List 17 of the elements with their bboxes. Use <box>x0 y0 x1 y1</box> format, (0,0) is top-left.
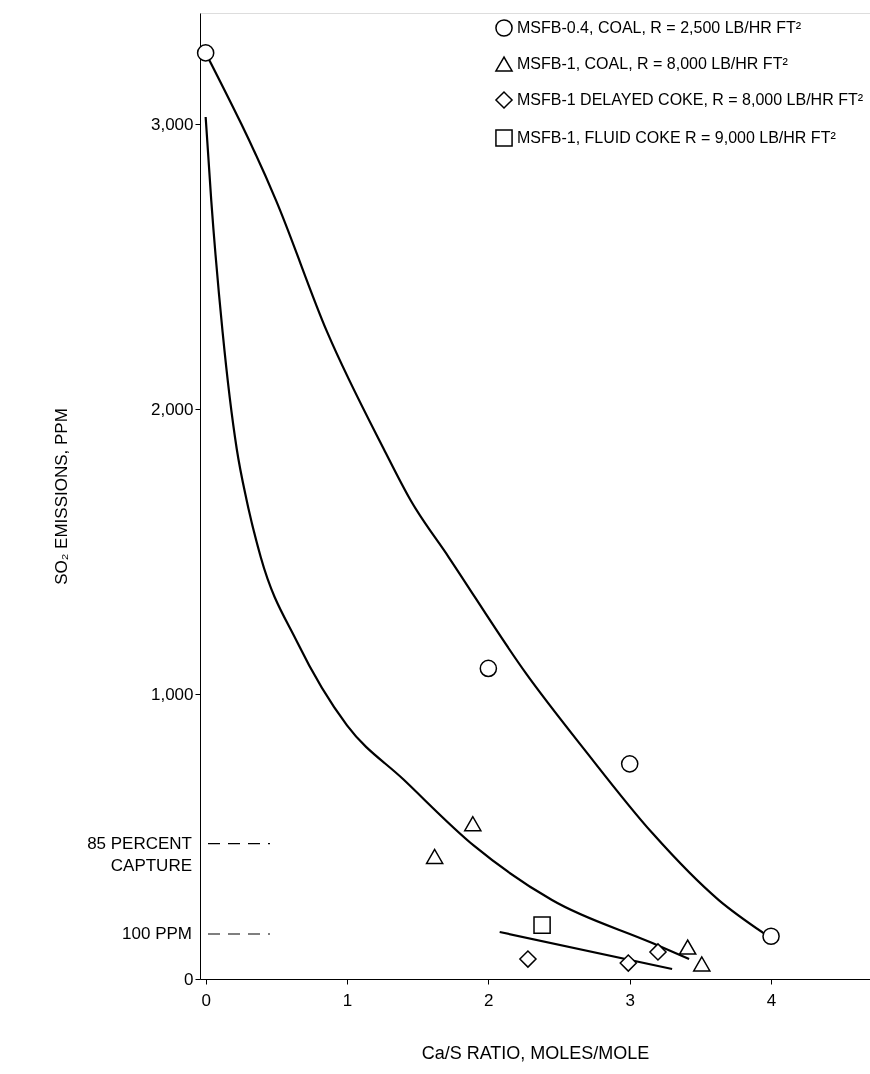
legend-label: MSFB-1, COAL, R = 8,000 LB/HR FT² <box>517 55 789 72</box>
y-tick-label: 1,000 <box>150 684 194 704</box>
y-tick-label: 3,000 <box>150 114 194 134</box>
y-tick-label: 0 <box>184 969 194 989</box>
y-tick-label: 2,000 <box>150 399 194 419</box>
legend-label: MSFB-0.4, COAL, R = 2,500 LB/HR FT² <box>517 19 802 36</box>
ref-line-label: 100 PPM <box>122 923 192 943</box>
legend-label: MSFB-1, FLUID COKE R = 9,000 LB/HR FT² <box>517 129 837 146</box>
legend-label: MSFB-1 DELAYED COKE, R = 8,000 LB/HR FT² <box>517 91 864 108</box>
x-tick-label: 3 <box>625 990 635 1010</box>
x-tick-label: 2 <box>484 990 494 1010</box>
x-axis-title: Ca/S RATIO, MOLES/MOLE <box>421 1042 650 1063</box>
x-tick-label: 4 <box>766 990 777 1010</box>
ref-line-label: 85 PERCENT CAPTURE <box>87 833 192 875</box>
x-tick-label: 0 <box>201 990 211 1010</box>
x-tick-label: 1 <box>342 990 353 1010</box>
y-axis-title: SO₂ EMISSIONS, PPM <box>51 408 71 585</box>
